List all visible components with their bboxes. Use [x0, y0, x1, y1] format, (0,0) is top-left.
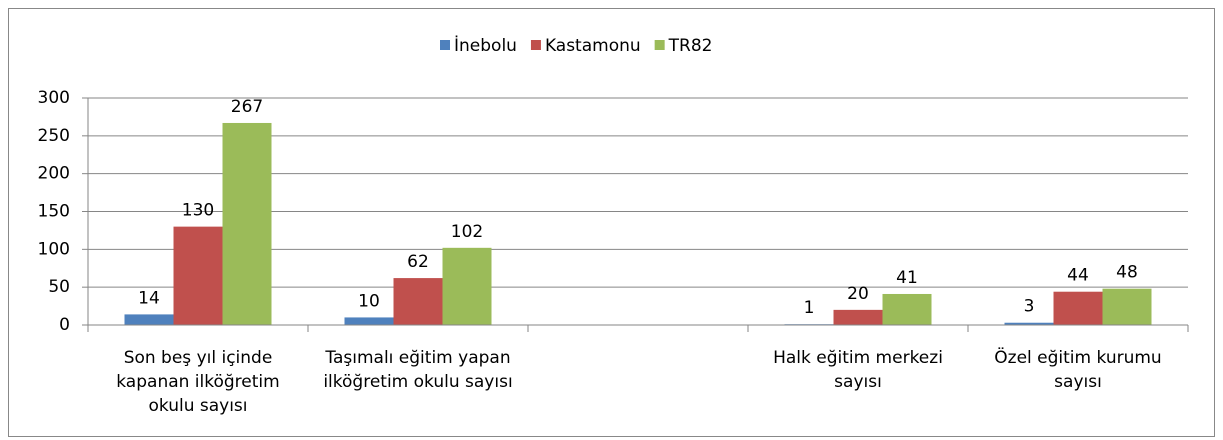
data-label: 44: [1067, 266, 1089, 286]
data-label: 10: [358, 291, 380, 311]
data-label: 14: [138, 288, 160, 308]
y-tick-label: 50: [48, 277, 70, 297]
data-label: 130: [182, 201, 214, 221]
data-label: 267: [231, 97, 263, 117]
bar: [222, 122, 272, 325]
legend-label: TR82: [668, 36, 713, 56]
x-tick-label: Halk eğitim merkezi sayısı: [773, 348, 943, 392]
data-label: 3: [1024, 297, 1035, 317]
bar: [173, 226, 223, 325]
data-label: 62: [407, 252, 429, 272]
legend-swatch: [530, 40, 541, 50]
x-tick-label: Özel eğitim kurumu sayısı: [994, 348, 1162, 392]
y-tick-label: 200: [38, 164, 70, 184]
bar: [1004, 322, 1054, 325]
bar: [442, 247, 492, 325]
bar: [344, 317, 394, 325]
bar: [393, 278, 443, 325]
bar: [1102, 288, 1152, 325]
y-tick-label: 100: [38, 239, 70, 259]
y-tick-label: 150: [38, 202, 70, 222]
chart-border: [8, 8, 1215, 437]
legend-swatch: [440, 40, 450, 50]
data-label: 48: [1116, 263, 1138, 283]
bar: [124, 314, 174, 325]
legend-label: İnebolu: [454, 35, 517, 56]
y-tick-label: 300: [38, 88, 70, 108]
y-tick-label: 0: [59, 315, 70, 335]
x-tick-label: Taşımalı eğitim yapan ilköğretim okulu s…: [323, 348, 513, 392]
bar: [1053, 291, 1103, 325]
y-tick-label: 250: [38, 126, 70, 146]
bar: [882, 293, 932, 325]
legend-label: Kastamonu: [545, 36, 641, 56]
data-label: 41: [896, 268, 918, 288]
bar: [833, 309, 883, 325]
data-label: 1: [804, 298, 815, 318]
data-label: 20: [847, 284, 869, 304]
x-tick-label: Son beş yıl içinde kapanan ilköğretim ok…: [116, 348, 280, 416]
legend-swatch: [654, 40, 665, 50]
data-label: 102: [451, 222, 483, 242]
